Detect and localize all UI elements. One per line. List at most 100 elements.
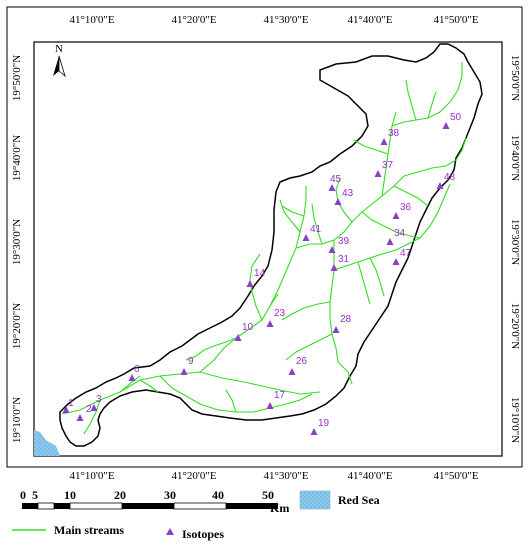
right-lat-label: 19°50'0"N bbox=[509, 55, 521, 101]
right-lat-label: 19°10'0"N bbox=[509, 397, 521, 443]
isotope-label: 3 bbox=[96, 394, 102, 405]
stream-segment bbox=[337, 361, 353, 385]
isotope-marker bbox=[128, 374, 136, 381]
isotope-label: 41 bbox=[310, 224, 322, 235]
stream-segment bbox=[139, 379, 159, 393]
stream-segment bbox=[119, 375, 141, 393]
left-lat-label: 19°10'0"N bbox=[11, 397, 23, 443]
isotope-label: 34 bbox=[394, 228, 406, 239]
isotope-label: 14 bbox=[254, 268, 266, 279]
stream-segment bbox=[369, 257, 385, 297]
legend-isotopes-label: Isotopes bbox=[182, 527, 224, 541]
isotope-marker bbox=[62, 406, 70, 413]
isotope-label: 6 bbox=[134, 364, 140, 375]
right-lat-label: 19°40'0"N bbox=[509, 135, 521, 181]
isotope-marker bbox=[334, 198, 342, 205]
legend-sea-label: Red Sea bbox=[338, 493, 380, 507]
isotope-marker bbox=[442, 122, 450, 129]
isotope-label: 48 bbox=[444, 172, 456, 183]
isotope-label: 45 bbox=[330, 174, 342, 185]
stream-segment bbox=[427, 91, 437, 119]
scale-tick-10: 10 bbox=[64, 488, 76, 502]
isotope-marker bbox=[310, 428, 318, 435]
stream-segment bbox=[405, 79, 417, 121]
scale-tick-20: 20 bbox=[114, 488, 126, 502]
top-lon-label: 41°10'0"E bbox=[69, 14, 114, 26]
isotope-label: 17 bbox=[274, 390, 286, 401]
stream-segment bbox=[285, 393, 313, 405]
left-lat-label: 19°50'0"N bbox=[11, 55, 23, 101]
stream-segment bbox=[281, 205, 305, 217]
scale-seg-7 bbox=[226, 503, 278, 509]
stream-segment bbox=[391, 62, 463, 127]
stream-segment bbox=[333, 237, 421, 271]
isotope-marker bbox=[330, 264, 338, 271]
scale-unit: Km bbox=[270, 501, 289, 515]
bottom-lon-label: 41°40'0"E bbox=[347, 470, 392, 482]
isotope-marker bbox=[266, 402, 274, 409]
bottom-lon-label: 41°50'0"E bbox=[433, 470, 478, 482]
stream-segment bbox=[393, 185, 429, 207]
scale-bar: 0 5 10 20 30 40 50 Km bbox=[20, 488, 289, 515]
scale-tick-40: 40 bbox=[212, 488, 224, 502]
isotope-label: 37 bbox=[382, 160, 394, 171]
right-lat-label: 19°20'0"N bbox=[509, 303, 521, 349]
left-lat-label: 19°40'0"N bbox=[11, 135, 23, 181]
top-lon-label: 41°30'0"E bbox=[263, 14, 308, 26]
stream-segment bbox=[159, 375, 287, 413]
legend: Red Sea Main streams Isotopes bbox=[12, 490, 380, 541]
isotope-label: 2 bbox=[86, 404, 92, 415]
stream-segment bbox=[225, 389, 237, 413]
stream-segment bbox=[403, 137, 467, 177]
bottom-lon-label: 41°30'0"E bbox=[263, 470, 308, 482]
isotope-label: 39 bbox=[338, 236, 350, 247]
stream-segment bbox=[199, 293, 279, 373]
isotope-label: 1 bbox=[68, 398, 74, 409]
top-lon-label: 41°50'0"E bbox=[433, 14, 478, 26]
scale-tick-30: 30 bbox=[164, 488, 176, 502]
right-lat-label: 19°30'0"N bbox=[509, 219, 521, 265]
north-arrow-right bbox=[58, 55, 66, 78]
scale-seg-3 bbox=[54, 503, 70, 509]
stream-segment bbox=[285, 333, 333, 361]
legend-streams-label: Main streams bbox=[54, 523, 124, 537]
isotope-label: 47 bbox=[400, 248, 412, 259]
left-lat-label: 19°30'0"N bbox=[11, 219, 23, 265]
stream-segment bbox=[185, 337, 237, 361]
scale-tick-5: 5 bbox=[32, 488, 38, 502]
north-arrow-left bbox=[53, 56, 59, 76]
isotope-label: 9 bbox=[188, 356, 194, 367]
isotope-label: 10 bbox=[242, 322, 254, 333]
isotope-marker bbox=[332, 326, 340, 333]
isotope-marker bbox=[180, 368, 188, 375]
isotope-label: 23 bbox=[274, 308, 286, 319]
isotope-label: 36 bbox=[400, 202, 412, 213]
scale-tick-50: 50 bbox=[262, 488, 274, 502]
isotope-label: 26 bbox=[296, 356, 308, 367]
north-arrow: N bbox=[53, 43, 66, 78]
scale-seg-4 bbox=[69, 502, 123, 510]
isotope-marker bbox=[266, 320, 274, 327]
red-sea bbox=[34, 430, 60, 456]
isotope-marker bbox=[386, 238, 394, 245]
top-lon-label: 41°40'0"E bbox=[347, 14, 392, 26]
legend-isotope-symbol bbox=[166, 528, 174, 535]
watershed-boundary bbox=[59, 43, 483, 447]
isotope-marker bbox=[374, 170, 382, 177]
scale-seg-5 bbox=[122, 503, 174, 509]
stream-segment bbox=[61, 371, 321, 415]
scale-tick-0: 0 bbox=[20, 488, 26, 502]
stream-segment bbox=[83, 399, 101, 435]
isotope-marker bbox=[302, 234, 310, 241]
isotope-marker bbox=[328, 246, 336, 253]
isotope-marker bbox=[288, 368, 296, 375]
stream-segment bbox=[353, 139, 389, 155]
bottom-lon-label: 41°10'0"E bbox=[69, 470, 114, 482]
stream-segment bbox=[361, 211, 421, 239]
stream-segment bbox=[357, 261, 371, 305]
isotope-marker bbox=[392, 212, 400, 219]
stream-segment bbox=[419, 183, 451, 239]
scale-seg-2 bbox=[37, 502, 55, 510]
isotope-marker bbox=[234, 334, 242, 341]
